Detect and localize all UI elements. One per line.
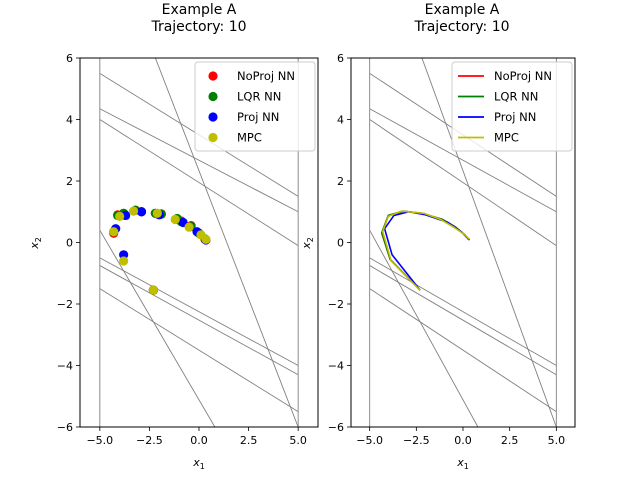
left-scatter-marks [109, 205, 211, 295]
x-tick-label: 5.0 [289, 434, 307, 447]
left-x-ticks: −5.0 −2.5 0.0 2.5 5.0 [86, 427, 307, 447]
constraint-line [369, 265, 557, 376]
scatter-point [184, 222, 194, 232]
right-line-marks [380, 210, 471, 291]
scatter-point [136, 207, 147, 217]
legend-marker [208, 71, 218, 81]
right-chart-subtitle: Trajectory: 10 [413, 19, 509, 35]
scatter-point [109, 227, 119, 237]
y-tick-label: −2 [57, 298, 73, 311]
right-constraint-lines [369, 58, 557, 427]
x-tick-label: −5.0 [356, 434, 383, 447]
constraint-line [99, 288, 299, 413]
y-tick-label: −2 [328, 298, 344, 311]
constraint-line [369, 229, 479, 427]
constraint-line [369, 257, 557, 366]
y-tick-label: 0 [66, 237, 73, 250]
legend-marker [208, 132, 218, 143]
y-tick-label: 6 [66, 52, 73, 65]
right-chart-title: Example A [425, 2, 500, 18]
left-chart-title: Example A [162, 2, 237, 18]
constraint-line [99, 108, 299, 213]
constraint-line [369, 108, 557, 213]
constraint-line [369, 119, 557, 246]
legend-label: Proj NN [237, 110, 279, 124]
scatter-point [119, 256, 129, 266]
x-tick-label: −2.5 [136, 434, 163, 447]
constraint-line [154, 58, 299, 427]
x-tick-label: 0.0 [454, 434, 472, 447]
y-tick-label: 4 [66, 114, 73, 127]
legend-label: MPC [237, 131, 262, 145]
right-legend: NoProj NN LQR NN Proj NN MPC [451, 61, 573, 152]
y-tick-label: 2 [337, 175, 344, 188]
constraint-line [99, 257, 299, 366]
right-y-axis-label: x2 [300, 237, 315, 250]
left-chart-subtitle: Trajectory: 10 [150, 19, 246, 35]
y-tick-label: 0 [337, 237, 344, 250]
left-y-axis-label: x2 [28, 237, 43, 250]
right-y-ticks: −6 −4 −2 0 2 4 6 [328, 52, 351, 434]
left-legend: NoProj NN LQR NN Proj NN MPC [194, 61, 316, 152]
scatter-point [128, 206, 139, 216]
constraint-line [421, 58, 557, 427]
x-tick-label: −5.0 [86, 434, 113, 447]
x-tick-label: 2.5 [501, 434, 519, 447]
y-tick-label: 6 [337, 52, 344, 65]
constraint-line [369, 288, 557, 413]
right-panel: Example A Trajectory: 10 −5.0 −2.5 0.0 2.5 5… [300, 2, 576, 471]
constraint-line [99, 229, 216, 427]
y-tick-label: 2 [66, 175, 73, 188]
left-y-ticks: −6 −4 −2 0 2 4 6 [57, 52, 80, 434]
y-tick-label: −6 [328, 421, 344, 434]
series-line [380, 210, 470, 291]
x-tick-label: −2.5 [403, 434, 430, 447]
legend-box [451, 61, 573, 152]
x-tick-label: 2.5 [240, 434, 258, 447]
legend-marker [208, 91, 218, 102]
series-line [383, 210, 471, 291]
left-x-axis-label: x1 [192, 456, 205, 471]
series-line [380, 210, 470, 291]
y-tick-label: −6 [57, 421, 73, 434]
scatter-point [201, 234, 211, 245]
legend-box [194, 61, 316, 152]
legend-marker [208, 112, 218, 122]
legend-label: LQR NN [237, 90, 281, 104]
right-x-axis-label: x1 [456, 456, 469, 471]
scatter-point [152, 208, 162, 218]
constraint-line [99, 265, 299, 376]
constraint-line [99, 119, 299, 246]
y-tick-label: 4 [337, 114, 344, 127]
x-tick-label: 5.0 [548, 434, 566, 447]
left-panel: Example A Trajectory: 10 −5.0 −2.5 0.0 2.5 5… [28, 2, 319, 471]
right-x-ticks: −5.0 −2.5 0.0 2.5 5.0 [356, 427, 565, 447]
legend-label: MPC [494, 131, 519, 145]
y-tick-label: −4 [328, 360, 344, 373]
y-tick-label: −4 [57, 360, 73, 373]
legend-label: NoProj NN [494, 69, 552, 83]
legend-label: NoProj NN [237, 69, 295, 83]
legend-label: LQR NN [494, 90, 538, 104]
x-tick-label: 0.0 [190, 434, 208, 447]
series-line [381, 210, 471, 291]
scatter-point [148, 285, 158, 295]
legend-label: Proj NN [494, 110, 536, 124]
scatter-point [170, 214, 180, 225]
scatter-point [115, 211, 125, 221]
